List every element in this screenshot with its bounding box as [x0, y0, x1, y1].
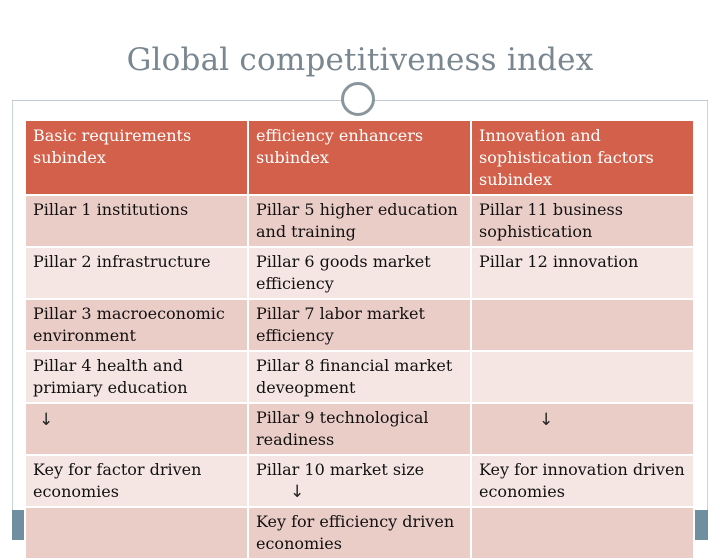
table-cell	[470, 506, 695, 560]
table-cell: Pillar 11 business sophistication	[470, 194, 695, 248]
cell-text: Pillar 10 market size	[256, 460, 425, 479]
header-efficiency-enhancers: efficiency enhancers subindex	[247, 119, 472, 196]
header-innovation-factors: Innovation and sophistication factors su…	[470, 119, 695, 196]
table-row: Pillar 2 infrastructure Pillar 6 goods m…	[24, 246, 695, 300]
table-cell: Pillar 6 goods market efficiency	[247, 246, 472, 300]
table-row: Pillar 1 institutions Pillar 5 higher ed…	[24, 194, 695, 248]
divider-line-right	[382, 100, 527, 101]
slide-title: Global competitiveness index	[126, 42, 594, 78]
table-cell: Key for factor driven economies	[24, 454, 249, 508]
table-row: ↓ Pillar 9 technological readiness ↓	[24, 402, 695, 456]
table-cell: Key for efficiency driven economies	[247, 506, 472, 560]
table-row: Pillar 4 health and primiary education P…	[24, 350, 695, 404]
down-arrow-icon: ↓	[290, 482, 305, 502]
table-row: Key for factor driven economies Pillar 1…	[24, 454, 695, 508]
table-cell: Pillar 9 technological readiness	[247, 402, 472, 456]
table-cell: Pillar 3 macroeconomic environment	[24, 298, 249, 352]
table-cell: Pillar 12 innovation	[470, 246, 695, 300]
table-cell: Pillar 5 higher education and training	[247, 194, 472, 248]
table-row: Pillar 3 macroeconomic environment Pilla…	[24, 298, 695, 352]
divider-line-left	[12, 100, 342, 101]
table-cell	[24, 506, 249, 560]
table-cell: Pillar 2 infrastructure	[24, 246, 249, 300]
table-cell	[470, 350, 695, 404]
table-cell: Pillar 7 labor market efficiency	[247, 298, 472, 352]
table-cell: Pillar 4 health and primiary education	[24, 350, 249, 404]
table-cell: Pillar 8 financial market deveopment	[247, 350, 472, 404]
table-cell: Pillar 1 institutions	[24, 194, 249, 248]
down-arrow-icon: ↓	[39, 410, 54, 430]
table-row: Key for efficiency driven economies	[24, 506, 695, 560]
pillars-table: Basic requirements subindex efficiency e…	[24, 119, 695, 560]
table-cell: ↓	[24, 402, 249, 456]
table-cell: Key for innovation driven economies	[470, 454, 695, 508]
header-basic-requirements: Basic requirements subindex	[24, 119, 249, 196]
circle-ornament-icon	[341, 82, 375, 116]
table-cell: ↓	[470, 402, 695, 456]
table-header-row: Basic requirements subindex efficiency e…	[24, 119, 695, 196]
table-cell	[470, 298, 695, 352]
table-cell: Pillar 10 market size ↓	[247, 454, 472, 508]
down-arrow-icon: ↓	[539, 410, 554, 430]
